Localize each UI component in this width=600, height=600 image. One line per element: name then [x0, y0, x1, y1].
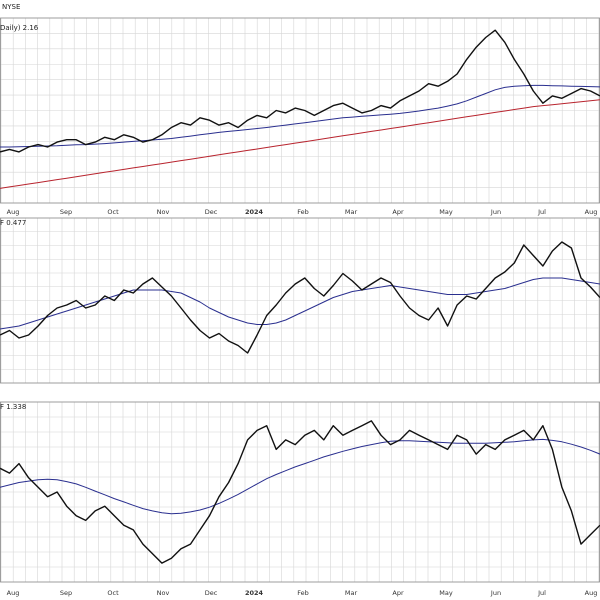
x-tick-label: 2024 [245, 208, 264, 216]
chart-labels: NYSE Daily) 2.16 F 0.477 F 1.338 [0, 3, 39, 411]
series-line-ma-long [0, 99, 600, 189]
series-line-price [0, 241, 600, 354]
x-tick-label: Aug [585, 208, 598, 216]
panel-1: Aug Sep Oct Nov Dec 2024 Feb Mar Apr May Jun Jul Aug [0, 17, 600, 216]
x-tick-label: May [439, 589, 453, 597]
x-tick-label: Aug [7, 589, 20, 597]
x-tick-label: Mar [345, 589, 358, 597]
panel3-label: F 1.338 [0, 403, 26, 411]
x-tick-label: Sep [60, 208, 72, 216]
panel1-label: Daily) 2.16 [0, 24, 39, 32]
x-tick-label: Aug [585, 589, 598, 597]
x-tick-label: Sep [60, 589, 72, 597]
x-tick-label: May [439, 208, 453, 216]
x-tick-label: Oct [107, 208, 119, 216]
x-tick-label: 2024 [245, 589, 264, 597]
x-tick-label: Jul [537, 589, 546, 597]
panel2-label: F 0.477 [0, 219, 26, 227]
chart-title-fragment: NYSE [2, 3, 20, 11]
x-tick-label: Apr [392, 208, 404, 216]
x-tick-label: Dec [205, 208, 218, 216]
x-tick-label: Apr [392, 589, 404, 597]
series-line-ma-short [0, 438, 600, 515]
x-tick-label: Feb [297, 208, 309, 216]
panel-3: Aug Sep Oct Nov Dec 2024 Feb Mar Apr May Jun Jul Aug [0, 401, 600, 597]
panel-2 [0, 217, 600, 384]
x-tick-label: Feb [297, 589, 309, 597]
x-tick-label: Dec [205, 589, 218, 597]
x-tick-label: Nov [157, 589, 170, 597]
series-line-price [0, 29, 600, 153]
x-tick-label: Mar [345, 208, 358, 216]
x-tick-label: Oct [107, 589, 119, 597]
series-line-ma-short [0, 277, 600, 330]
series-line-price [0, 420, 600, 564]
chart-panels: Aug Sep Oct Nov Dec 2024 Feb Mar Apr May Jun Jul Aug… [0, 17, 600, 597]
x-tick-label: Aug [7, 208, 20, 216]
series-line-ma-short [0, 84, 600, 148]
x-tick-label: Nov [157, 208, 170, 216]
x-tick-label: Jun [490, 208, 501, 216]
x-tick-label: Jun [490, 589, 501, 597]
x-tick-label: Jul [537, 208, 546, 216]
